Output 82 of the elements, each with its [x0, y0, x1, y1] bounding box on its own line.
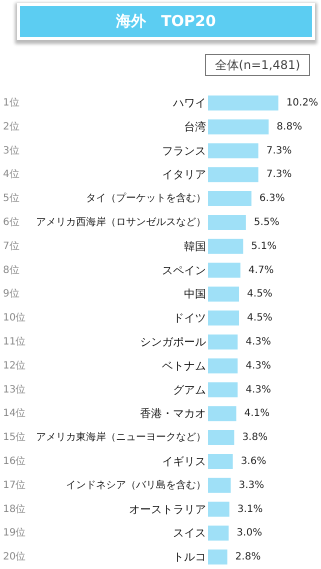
y-tick-label: フランス	[162, 144, 206, 158]
data-label: 4.3%	[246, 384, 272, 396]
y-tick-label: アメリカ東海岸（ニューヨークなど）	[36, 431, 206, 444]
y-tick-label: オーストラリア	[129, 502, 206, 516]
chart-title: 海外 TOP20	[17, 3, 315, 40]
y-tick-label: グアム	[173, 383, 206, 396]
y-tick-label: イタリア	[162, 168, 206, 182]
y-tick-label: スイス	[173, 526, 206, 540]
bar	[208, 95, 278, 110]
text: 10位	[3, 312, 26, 324]
y-tick-label: スペイン	[162, 264, 206, 277]
text: 7位	[3, 240, 20, 252]
bar	[208, 310, 240, 326]
data-label: 3.8%	[242, 432, 268, 444]
bar	[208, 167, 258, 182]
bar	[208, 214, 246, 230]
bar	[208, 382, 238, 398]
bar	[208, 454, 233, 469]
data-label: 8.8%	[276, 121, 302, 132]
y-tick-label: イギリス	[162, 454, 206, 468]
data-label: 5.1%	[251, 240, 277, 252]
text: 16位	[3, 454, 26, 467]
bar	[208, 430, 234, 446]
text: 11位	[3, 335, 26, 348]
bar	[208, 502, 230, 517]
y-tick-label: トルコ	[173, 550, 206, 564]
data-label: 6.3%	[259, 193, 285, 204]
bar	[208, 286, 240, 302]
y-tick-label: 韓国	[184, 240, 206, 253]
bar	[208, 119, 269, 134]
text: 14位	[3, 407, 26, 420]
y-tick-label: アメリカ西海岸（ロサンゼルスなど）	[36, 216, 206, 228]
data-label: 3.1%	[237, 504, 263, 515]
y-tick-label: 香港・マカオ	[140, 407, 206, 420]
text: 20位	[3, 550, 26, 563]
bar	[208, 478, 231, 493]
data-label: 3.6%	[240, 456, 266, 467]
bar	[208, 526, 229, 541]
data-label: 4.3%	[246, 360, 272, 372]
data-label: 4.7%	[248, 264, 274, 276]
data-label: 5.5%	[254, 216, 280, 228]
text: 6位	[3, 216, 20, 228]
y-tick-label: シンガポール	[140, 335, 206, 348]
y-tick-label: インドネシア（バリ島を含む）	[66, 478, 206, 491]
y-tick-label: ベトナム	[162, 359, 206, 372]
text: 2位	[3, 120, 20, 132]
text: 4位	[3, 168, 20, 180]
data-label: 4.3%	[246, 336, 272, 348]
text: 5位	[3, 192, 20, 204]
text: 8位	[3, 264, 20, 276]
data-label: 4.1%	[244, 408, 270, 420]
text: 13位	[3, 383, 26, 396]
data-label: 4.5%	[247, 288, 272, 300]
y-tick-label: ハワイ	[172, 96, 206, 110]
y-tick-label: ドイツ	[173, 312, 206, 325]
y-tick-label: 台湾	[184, 120, 206, 134]
bar	[208, 238, 244, 254]
bar	[208, 550, 228, 565]
bar	[208, 334, 238, 350]
y-tick-label: 中国	[184, 288, 206, 301]
bar	[208, 143, 258, 158]
data-label: 7.3%	[266, 169, 292, 180]
text: 18位	[3, 502, 26, 515]
text: 19位	[3, 526, 26, 539]
text: 1位	[3, 96, 20, 108]
bar	[208, 406, 236, 422]
bar	[208, 191, 252, 206]
data-label: 2.8%	[235, 552, 261, 563]
data-label: 3.3%	[238, 480, 264, 491]
data-label: 7.3%	[266, 145, 292, 156]
chart-subtitle: 全体(n=1,481)	[205, 54, 310, 76]
text: 17位	[3, 478, 26, 491]
data-label: 10.2%	[286, 97, 318, 108]
text: 12位	[3, 359, 26, 372]
data-label: 4.5%	[247, 312, 272, 324]
bar	[208, 358, 238, 374]
text: 3位	[3, 144, 20, 156]
text: 9位	[3, 288, 20, 300]
bar	[208, 262, 240, 278]
y-tick-label: タイ（プーケットを含む）	[86, 192, 206, 204]
text: 15位	[3, 431, 26, 444]
data-label: 3.0%	[236, 528, 262, 539]
